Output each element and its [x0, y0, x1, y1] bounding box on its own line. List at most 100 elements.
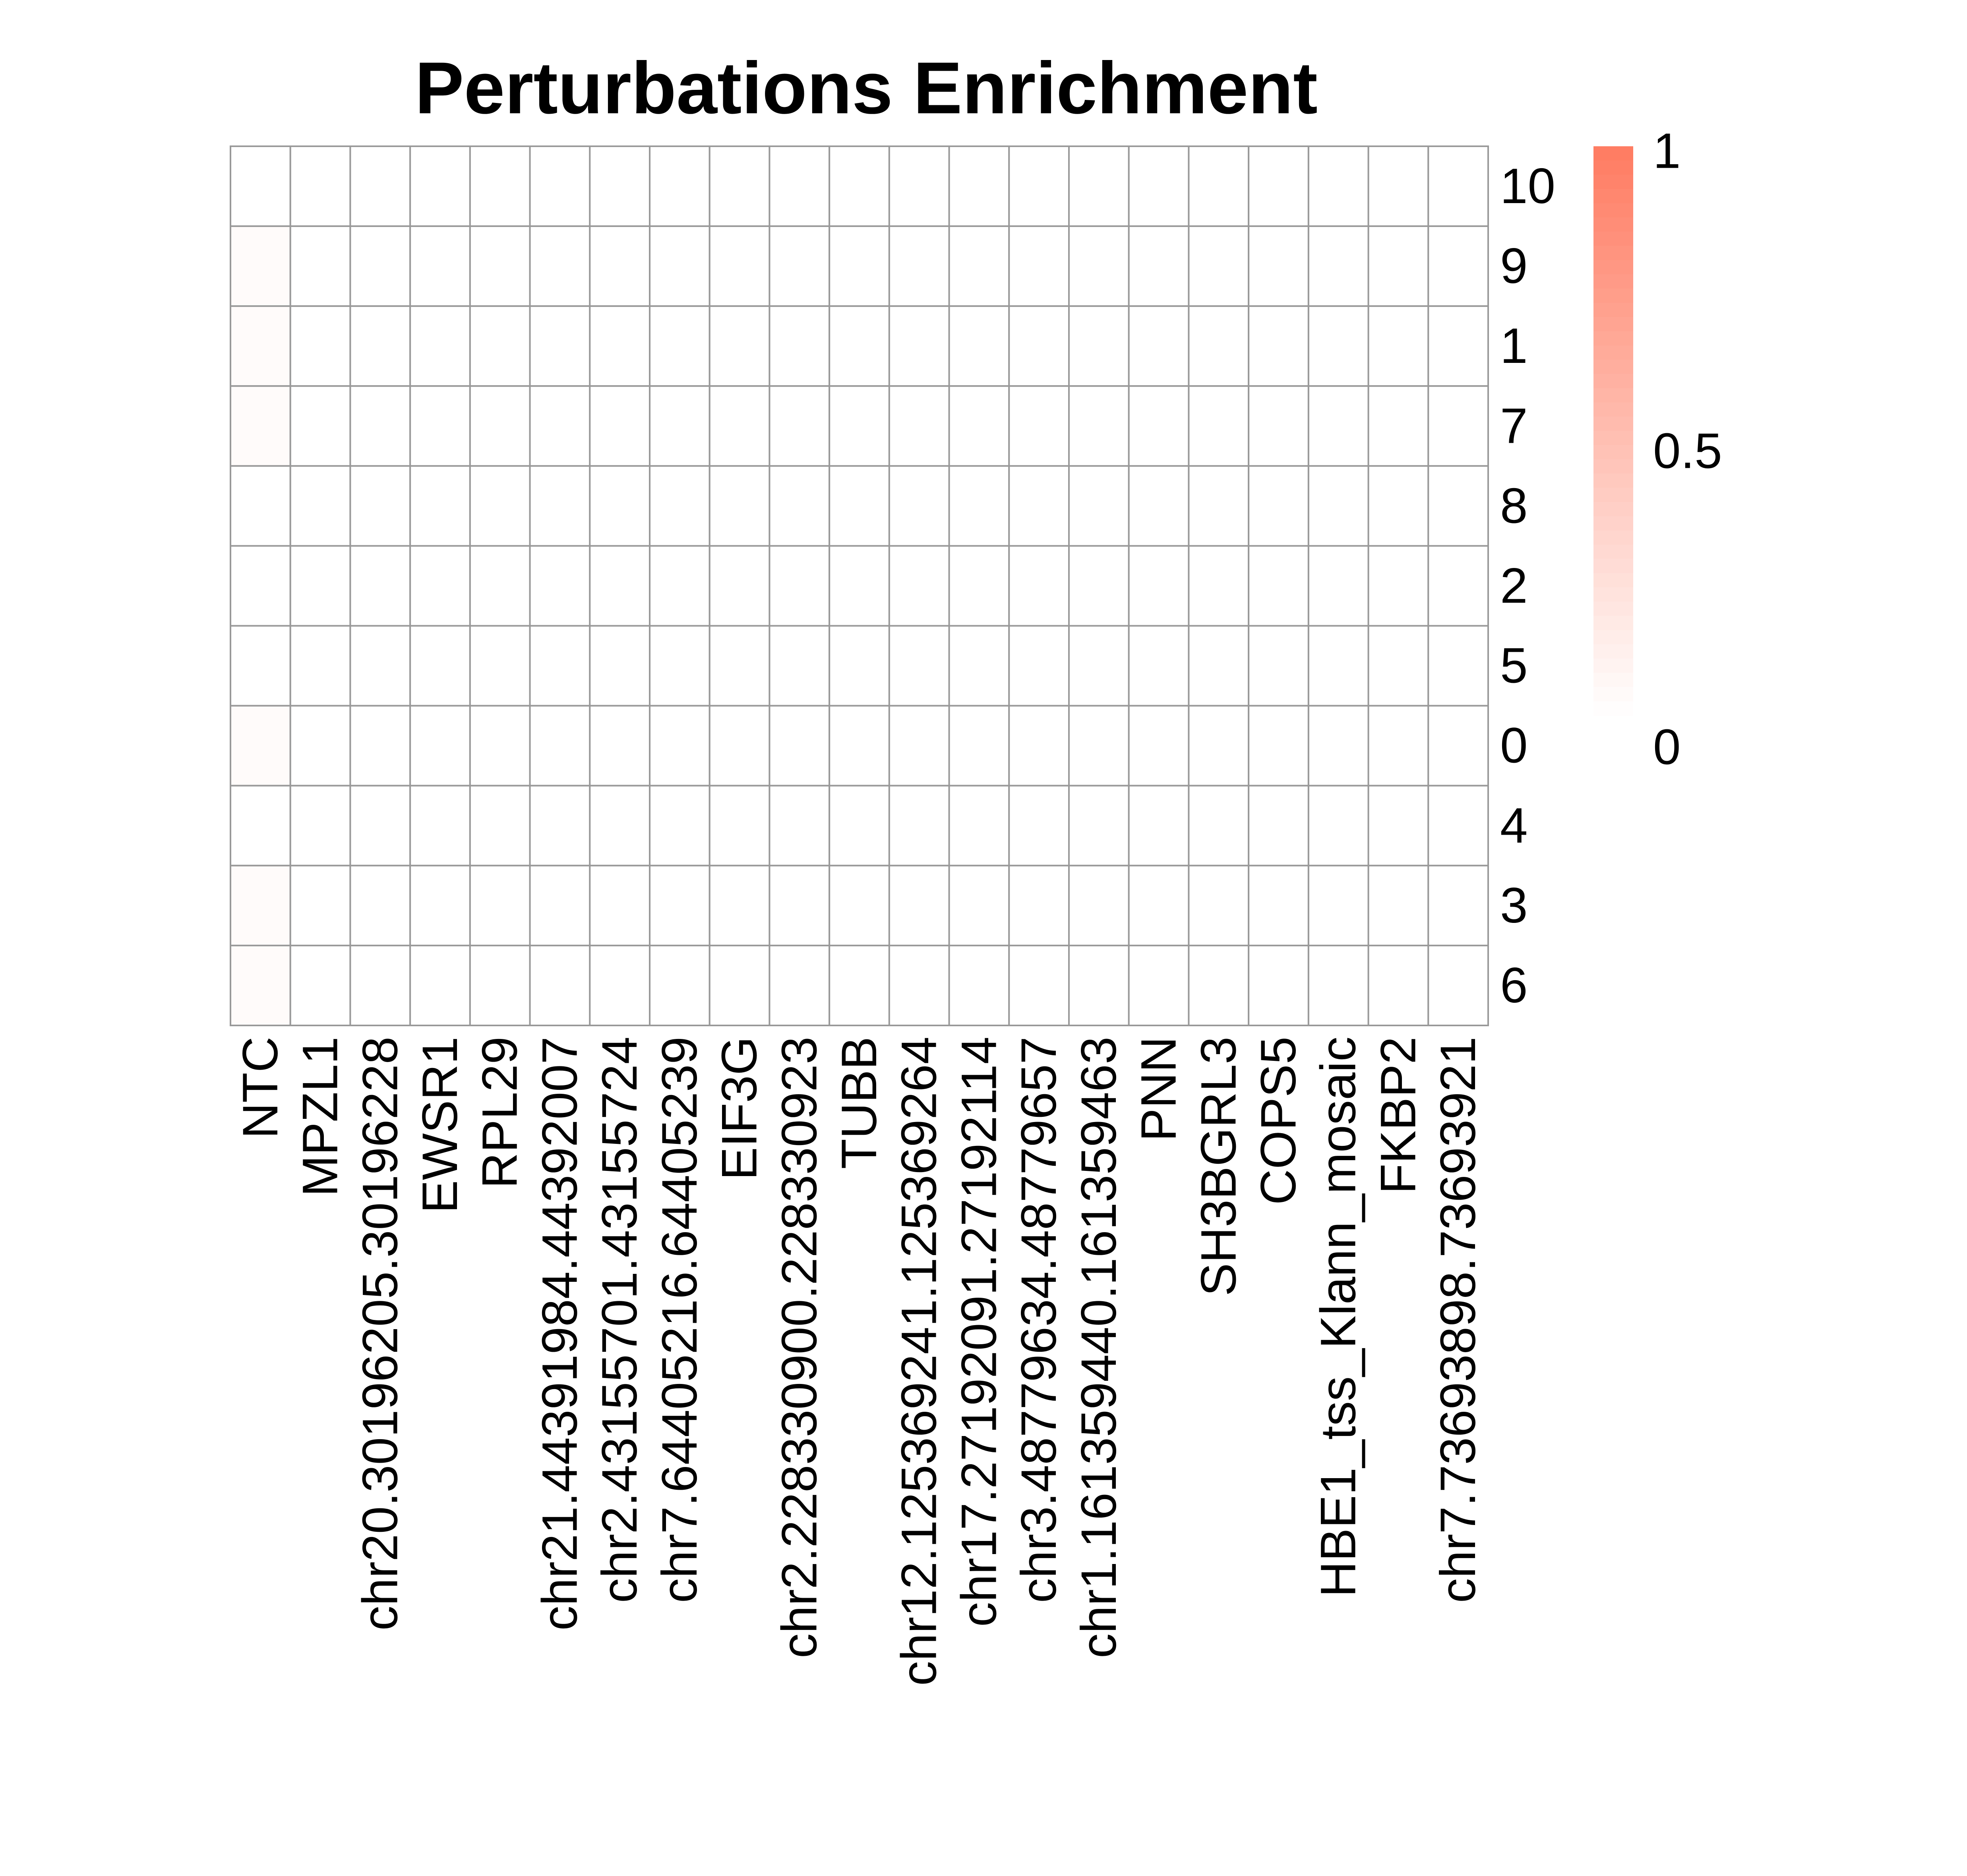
legend-color-step: [1593, 417, 1633, 431]
heatmap-cell: [409, 785, 471, 866]
legend-color-step: [1593, 360, 1633, 374]
heatmap-cell: [349, 785, 411, 866]
heatmap-cell: [948, 465, 1010, 547]
heatmap-cell: [1008, 385, 1070, 467]
heatmap-cell: [829, 145, 890, 227]
heatmap-cell: [1188, 225, 1250, 307]
legend-color-step: [1593, 160, 1633, 175]
heatmap-cell: [349, 465, 411, 547]
heatmap-cell: [529, 465, 591, 547]
heatmap-cell: [1188, 705, 1250, 787]
heatmap-cell: [1307, 545, 1369, 627]
heatmap-cell: [948, 705, 1010, 787]
column-label: EIF3G: [712, 1037, 767, 1180]
legend-color-step: [1593, 317, 1633, 332]
heatmap-cell: [230, 864, 291, 946]
heatmap-cell: [289, 385, 351, 467]
heatmap-cell: [1367, 385, 1429, 467]
legend-color-step: [1593, 530, 1633, 545]
legend-color-step: [1593, 559, 1633, 574]
heatmap-cell: [1367, 225, 1429, 307]
column-label: chr7.73693898.73693921: [1431, 1037, 1486, 1603]
heatmap-cell: [589, 385, 651, 467]
heatmap-cell: [1248, 305, 1309, 387]
heatmap-cell: [349, 705, 411, 787]
heatmap-cell: [948, 864, 1010, 946]
heatmap-cell: [1188, 864, 1250, 946]
heatmap-cell: [289, 465, 351, 547]
heatmap-cell: [829, 785, 890, 866]
legend-color-step: [1593, 289, 1633, 303]
heatmap-cell: [888, 944, 950, 1027]
heatmap-cell: [1008, 705, 1070, 787]
heatmap-cell: [888, 705, 950, 787]
row-label: 1: [1500, 318, 1528, 374]
heatmap-cell: [1188, 944, 1250, 1027]
heatmap-cell: [769, 145, 831, 227]
heatmap-cell: [469, 305, 531, 387]
heatmap-cell: [1427, 864, 1489, 946]
heatmap-cell: [649, 225, 711, 307]
heatmap-cell: [529, 145, 591, 227]
legend-color-step: [1593, 388, 1633, 403]
legend-color-step: [1593, 331, 1633, 346]
heatmap-cell: [529, 385, 591, 467]
heatmap-cell: [349, 305, 411, 387]
heatmap-cell: [1307, 385, 1369, 467]
heatmap-cell: [709, 545, 771, 627]
heatmap-cell: [409, 225, 471, 307]
heatmap-cell: [529, 225, 591, 307]
column-label: chr21.44391984.44392007: [532, 1037, 587, 1630]
legend-color-step: [1593, 516, 1633, 531]
legend-color-step: [1593, 146, 1633, 161]
row-label: 3: [1500, 878, 1528, 933]
heatmap-cell: [469, 225, 531, 307]
heatmap-cell: [409, 944, 471, 1027]
row-label: 0: [1500, 718, 1528, 773]
heatmap-cell: [230, 705, 291, 787]
row-label: 8: [1500, 478, 1528, 533]
heatmap-cell: [230, 785, 291, 866]
heatmap-cell: [409, 705, 471, 787]
heatmap-cell: [1248, 625, 1309, 707]
heatmap-cell: [709, 785, 771, 866]
heatmap-cell: [1128, 705, 1190, 787]
heatmap-cell: [1427, 305, 1489, 387]
heatmap-cell: [1008, 465, 1070, 547]
heatmap-cell: [1248, 944, 1309, 1027]
heatmap-cell: [589, 625, 651, 707]
heatmap-cell: [649, 705, 711, 787]
legend-color-step: [1593, 701, 1633, 716]
heatmap-cell: [349, 385, 411, 467]
heatmap-cell: [1008, 545, 1070, 627]
heatmap-cell: [349, 864, 411, 946]
heatmap-cell: [948, 625, 1010, 707]
heatmap-cell: [649, 465, 711, 547]
heatmap-cell: [1128, 305, 1190, 387]
heatmap-cell: [230, 145, 291, 227]
heatmap-cell: [1008, 625, 1070, 707]
heatmap-cell: [230, 944, 291, 1027]
heatmap-cell: [529, 864, 591, 946]
heatmap-cell: [349, 145, 411, 227]
heatmap-cell: [289, 944, 351, 1027]
heatmap-cell: [589, 225, 651, 307]
heatmap-cell: [888, 385, 950, 467]
heatmap-cell: [769, 385, 831, 467]
heatmap-cell: [769, 545, 831, 627]
legend-color-step: [1593, 345, 1633, 360]
legend-color-step: [1593, 573, 1633, 588]
heatmap-cell: [1188, 305, 1250, 387]
heatmap-cell: [1188, 385, 1250, 467]
color-legend: 10.50: [1593, 124, 1722, 775]
row-label: 6: [1500, 958, 1528, 1013]
heatmap-cell: [529, 944, 591, 1027]
heatmap-cell: [948, 385, 1010, 467]
heatmap-cell: [888, 785, 950, 866]
heatmap-cell: [1068, 864, 1130, 946]
legend-color-step: [1593, 231, 1633, 246]
legend-color-step: [1593, 630, 1633, 645]
column-label: chr2.43155701.43155724: [592, 1037, 647, 1603]
column-label: MPZL1: [293, 1037, 348, 1197]
